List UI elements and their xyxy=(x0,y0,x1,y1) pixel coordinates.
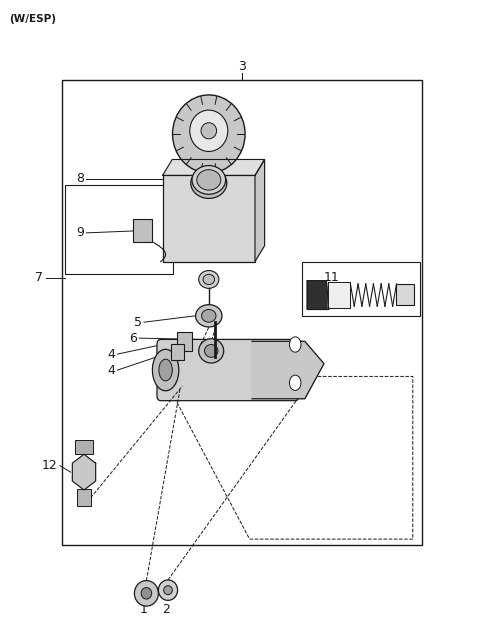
Text: 8: 8 xyxy=(76,172,84,185)
Polygon shape xyxy=(328,282,350,308)
Ellipse shape xyxy=(158,580,178,600)
Ellipse shape xyxy=(192,165,226,194)
Ellipse shape xyxy=(201,122,216,139)
Ellipse shape xyxy=(199,339,224,363)
Ellipse shape xyxy=(134,581,158,606)
Ellipse shape xyxy=(196,305,222,327)
Bar xyxy=(75,440,93,454)
Ellipse shape xyxy=(197,170,221,190)
Text: 10: 10 xyxy=(169,207,185,220)
Text: 4: 4 xyxy=(108,348,115,360)
Ellipse shape xyxy=(191,168,227,198)
Ellipse shape xyxy=(204,178,214,188)
Ellipse shape xyxy=(190,110,228,151)
Text: 12: 12 xyxy=(42,459,58,472)
Ellipse shape xyxy=(159,359,172,381)
Bar xyxy=(163,175,255,262)
Ellipse shape xyxy=(141,588,152,599)
Polygon shape xyxy=(252,341,324,399)
Bar xyxy=(302,262,420,316)
Text: 9: 9 xyxy=(76,226,84,239)
Ellipse shape xyxy=(197,173,220,193)
Text: (W/ESP): (W/ESP) xyxy=(10,14,57,24)
Polygon shape xyxy=(255,160,264,262)
Circle shape xyxy=(289,375,301,390)
Circle shape xyxy=(289,337,301,352)
Ellipse shape xyxy=(153,349,179,390)
Text: 3: 3 xyxy=(239,61,246,73)
Bar xyxy=(396,284,414,305)
Bar xyxy=(65,185,173,274)
Bar xyxy=(177,332,192,351)
Polygon shape xyxy=(163,160,264,175)
FancyBboxPatch shape xyxy=(157,339,299,401)
Polygon shape xyxy=(307,281,329,309)
Text: 11: 11 xyxy=(324,271,339,284)
Text: 1: 1 xyxy=(140,603,148,616)
Ellipse shape xyxy=(203,274,215,285)
Bar xyxy=(171,344,184,360)
Bar xyxy=(133,219,152,242)
Bar xyxy=(77,489,91,506)
Bar xyxy=(62,80,422,545)
Text: 5: 5 xyxy=(133,316,142,329)
Text: 2: 2 xyxy=(162,603,169,616)
Ellipse shape xyxy=(172,95,245,173)
Ellipse shape xyxy=(204,345,218,357)
Text: 7: 7 xyxy=(35,271,43,284)
Polygon shape xyxy=(72,454,96,490)
Ellipse shape xyxy=(164,586,172,595)
Text: 4: 4 xyxy=(108,364,115,376)
Ellipse shape xyxy=(199,271,219,288)
Text: 6: 6 xyxy=(129,332,137,345)
Ellipse shape xyxy=(202,309,216,322)
